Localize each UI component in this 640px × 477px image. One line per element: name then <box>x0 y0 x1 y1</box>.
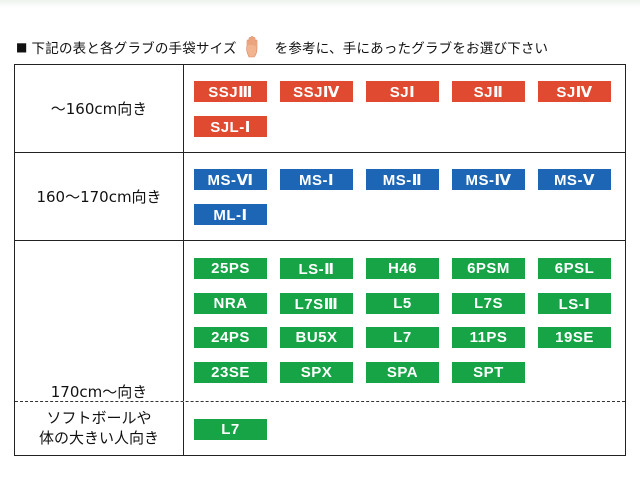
row-label: 160〜170cm向き <box>36 188 162 206</box>
model-badge[interactable]: 11PS <box>452 327 525 348</box>
size-row-softball: ソフトボールや 体の大きい人向き L7 <box>15 402 625 455</box>
model-badge[interactable]: MS-Ⅴ <box>538 169 611 190</box>
instruction-text-before: 下記の表と各グラブの手袋サイズ <box>31 41 237 57</box>
instruction-header: ■ 下記の表と各グラブの手袋サイズ を参考に、手にあったグラブをお選び下さい <box>16 36 548 58</box>
model-badge[interactable]: SSJⅢ <box>194 81 267 102</box>
model-badge[interactable]: MS-Ⅵ <box>194 169 267 190</box>
size-row-over-170: 170cm〜向き 25PS LS-Ⅱ H46 6PSM 6PSL NRA L7S… <box>15 241 625 402</box>
size-chart-table: 〜160cm向き SSJⅢ SSJⅣ SJⅠ SJⅡ SJⅣ SJL-Ⅰ 160… <box>14 64 626 456</box>
model-badge[interactable]: 23SE <box>194 362 267 383</box>
model-badge[interactable]: BU5X <box>280 327 353 348</box>
row-label-line1: ソフトボールや <box>46 409 152 427</box>
model-badge[interactable]: SJL-Ⅰ <box>194 116 267 137</box>
column-divider <box>183 153 184 240</box>
row-label: ソフトボールや 体の大きい人向き <box>15 408 183 448</box>
model-badge[interactable]: SJⅣ <box>538 81 611 102</box>
instruction-text-after: を参考に、手にあったグラブをお選び下さい <box>274 41 549 57</box>
top-decorative-band <box>0 0 640 8</box>
square-bullet-icon: ■ <box>16 40 28 54</box>
model-badge[interactable]: 6PSL <box>538 258 611 279</box>
model-badge[interactable]: SJⅡ <box>452 81 525 102</box>
model-badge[interactable]: SPT <box>452 362 525 383</box>
model-badge[interactable]: MS-Ⅳ <box>452 169 525 190</box>
row-label-line2: 体の大きい人向き <box>38 429 159 447</box>
model-badge[interactable]: MS-Ⅱ <box>366 169 439 190</box>
model-badge[interactable]: 25PS <box>194 258 267 279</box>
model-badge[interactable]: 24PS <box>194 327 267 348</box>
model-badge[interactable]: LS-Ⅰ <box>538 293 611 314</box>
size-row-under-160: 〜160cm向き SSJⅢ SSJⅣ SJⅠ SJⅡ SJⅣ SJL-Ⅰ <box>15 65 625 153</box>
model-badge[interactable]: L7 <box>366 327 439 348</box>
model-badge[interactable]: NRA <box>194 293 267 314</box>
model-badge[interactable]: H46 <box>366 258 439 279</box>
model-badge[interactable]: SJⅠ <box>366 81 439 102</box>
column-divider <box>183 65 184 152</box>
column-divider <box>183 241 184 401</box>
model-badge[interactable]: L7SⅢ <box>280 293 353 314</box>
model-badge[interactable]: L7 <box>194 419 267 440</box>
model-badge[interactable]: 19SE <box>538 327 611 348</box>
row-label: 〜160cm向き <box>50 100 148 118</box>
model-badge[interactable]: L5 <box>366 293 439 314</box>
model-badge[interactable]: ML-Ⅰ <box>194 204 267 225</box>
model-badge[interactable]: SPA <box>366 362 439 383</box>
column-divider <box>183 402 184 455</box>
model-badge[interactable]: SSJⅣ <box>280 81 353 102</box>
model-badge[interactable]: MS-Ⅰ <box>280 169 353 190</box>
model-badge[interactable]: SPX <box>280 362 353 383</box>
model-badge[interactable]: L7S <box>452 293 525 314</box>
size-row-160-170: 160〜170cm向き MS-Ⅵ MS-Ⅰ MS-Ⅱ MS-Ⅳ MS-Ⅴ ML-… <box>15 153 625 241</box>
hand-size-icon <box>241 36 269 58</box>
model-badge[interactable]: LS-Ⅱ <box>280 258 353 279</box>
model-badge[interactable]: 6PSM <box>452 258 525 279</box>
row-label: 170cm〜向き <box>50 383 148 401</box>
